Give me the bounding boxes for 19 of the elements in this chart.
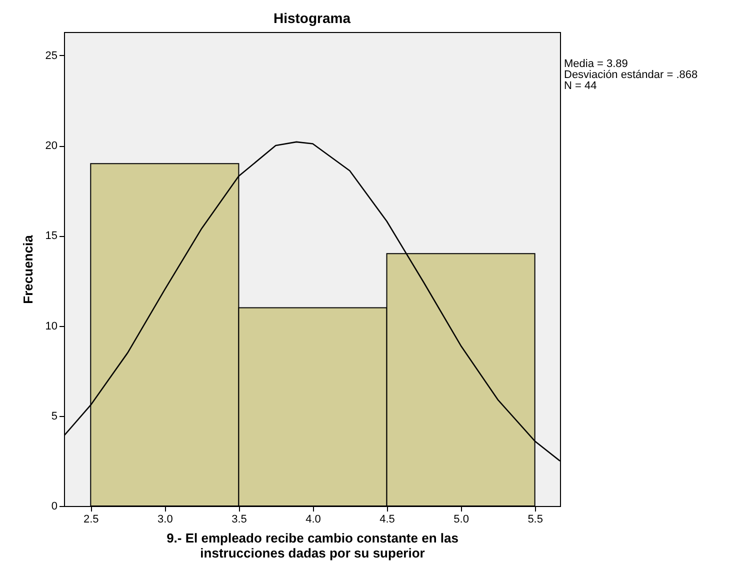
y-tick-label: 20 [45, 140, 58, 152]
x-tick-label: 4.5 [380, 514, 395, 526]
x-tick-label: 4.0 [306, 514, 321, 526]
y-tick-label: 0 [51, 500, 58, 512]
x-tick-label: 5.0 [454, 514, 469, 526]
text: N = 44 [564, 80, 598, 92]
x-tick-label: 5.5 [528, 514, 543, 526]
text: Media = 3.89 [564, 58, 628, 70]
y-tick-label: 15 [45, 230, 58, 242]
y-tick-label: 5 [51, 410, 58, 422]
text: Desviación estándar = .868 [564, 69, 698, 81]
y-tick-label: 25 [45, 50, 58, 62]
y-tick-label: 10 [45, 320, 58, 332]
x-tick-label: 3.0 [158, 514, 173, 526]
x-axis-title: 9.- El empleado recibe cambio constante en las instrucciones dadas por su superior [166, 530, 458, 560]
x-tick-label: 2.5 [84, 514, 99, 526]
y-axis-title: Frecuencia [20, 234, 36, 304]
chart-title: Histograma [273, 10, 351, 26]
x-tick-label: 3.5 [232, 514, 247, 526]
